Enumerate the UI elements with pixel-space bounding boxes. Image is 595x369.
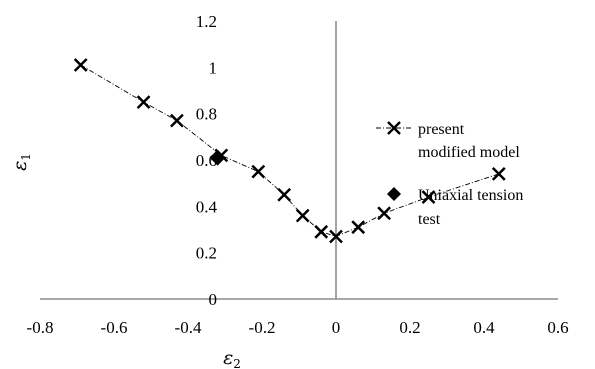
legend-x-marker-icon [387, 121, 401, 135]
y-tick-label: 0.2 [196, 244, 217, 263]
y-tick-label: 1.2 [196, 12, 217, 31]
x-tick-label: -0.8 [27, 318, 54, 337]
legend-label-model-line2: modified model [418, 144, 520, 161]
data-point-x-marker [377, 206, 391, 221]
data-point-x-marker [277, 187, 292, 202]
data-point-x-marker [351, 220, 366, 235]
x-tick-label: 0.4 [473, 318, 495, 337]
data-point-x-marker [295, 208, 310, 223]
data-point-x-marker [170, 113, 184, 128]
x-tick-label: 0.2 [399, 318, 420, 337]
legend-diamond-marker-icon [387, 187, 401, 201]
x-axis-title-sub: 2 [233, 357, 241, 369]
series-points [73, 58, 506, 244]
legend: present modified model Uniaxial tension … [376, 121, 523, 228]
y-axis-title-main: ε [9, 161, 31, 171]
legend-label-model-line1: present [418, 121, 465, 138]
y-tick-label: 0 [209, 290, 218, 309]
x-tick-label: -0.6 [101, 318, 128, 337]
x-tick-labels: -0.8 -0.6 -0.4 -0.2 0 0.2 0.4 0.6 [27, 318, 569, 337]
data-point-x-marker [491, 167, 506, 181]
data-point-x-marker [421, 190, 436, 204]
y-axis-title-sub: 1 [19, 153, 33, 161]
data-point-x-marker [314, 224, 329, 239]
data-point-x-marker [73, 58, 88, 72]
data-point-x-marker [251, 164, 266, 179]
x-axis-title-main: ε [223, 347, 233, 369]
x-tick-label: 0 [332, 318, 341, 337]
legend-item-uniaxial: Uniaxial tension test [387, 187, 523, 228]
data-point-x-marker [329, 229, 343, 244]
y-tick-label: 1 [209, 58, 218, 77]
legend-label-uniaxial-line1: Uniaxial tension [418, 187, 523, 204]
data-point-x-marker [136, 95, 151, 109]
x-axis-title: ε2 [223, 347, 241, 369]
y-tick-labels: 00.20.40.60.811.2 [196, 12, 218, 309]
data-point-diamond-marker [209, 149, 226, 166]
legend-item-model: present modified model [376, 121, 520, 161]
legend-label-uniaxial-line2: test [418, 211, 441, 228]
y-axis-title: ε1 [9, 153, 33, 171]
x-tick-label: -0.2 [249, 318, 276, 337]
x-tick-label: 0.6 [547, 318, 568, 337]
y-tick-label: 0.4 [196, 197, 218, 216]
x-tick-label: -0.4 [175, 318, 202, 337]
y-tick-label: 0.8 [196, 105, 217, 124]
